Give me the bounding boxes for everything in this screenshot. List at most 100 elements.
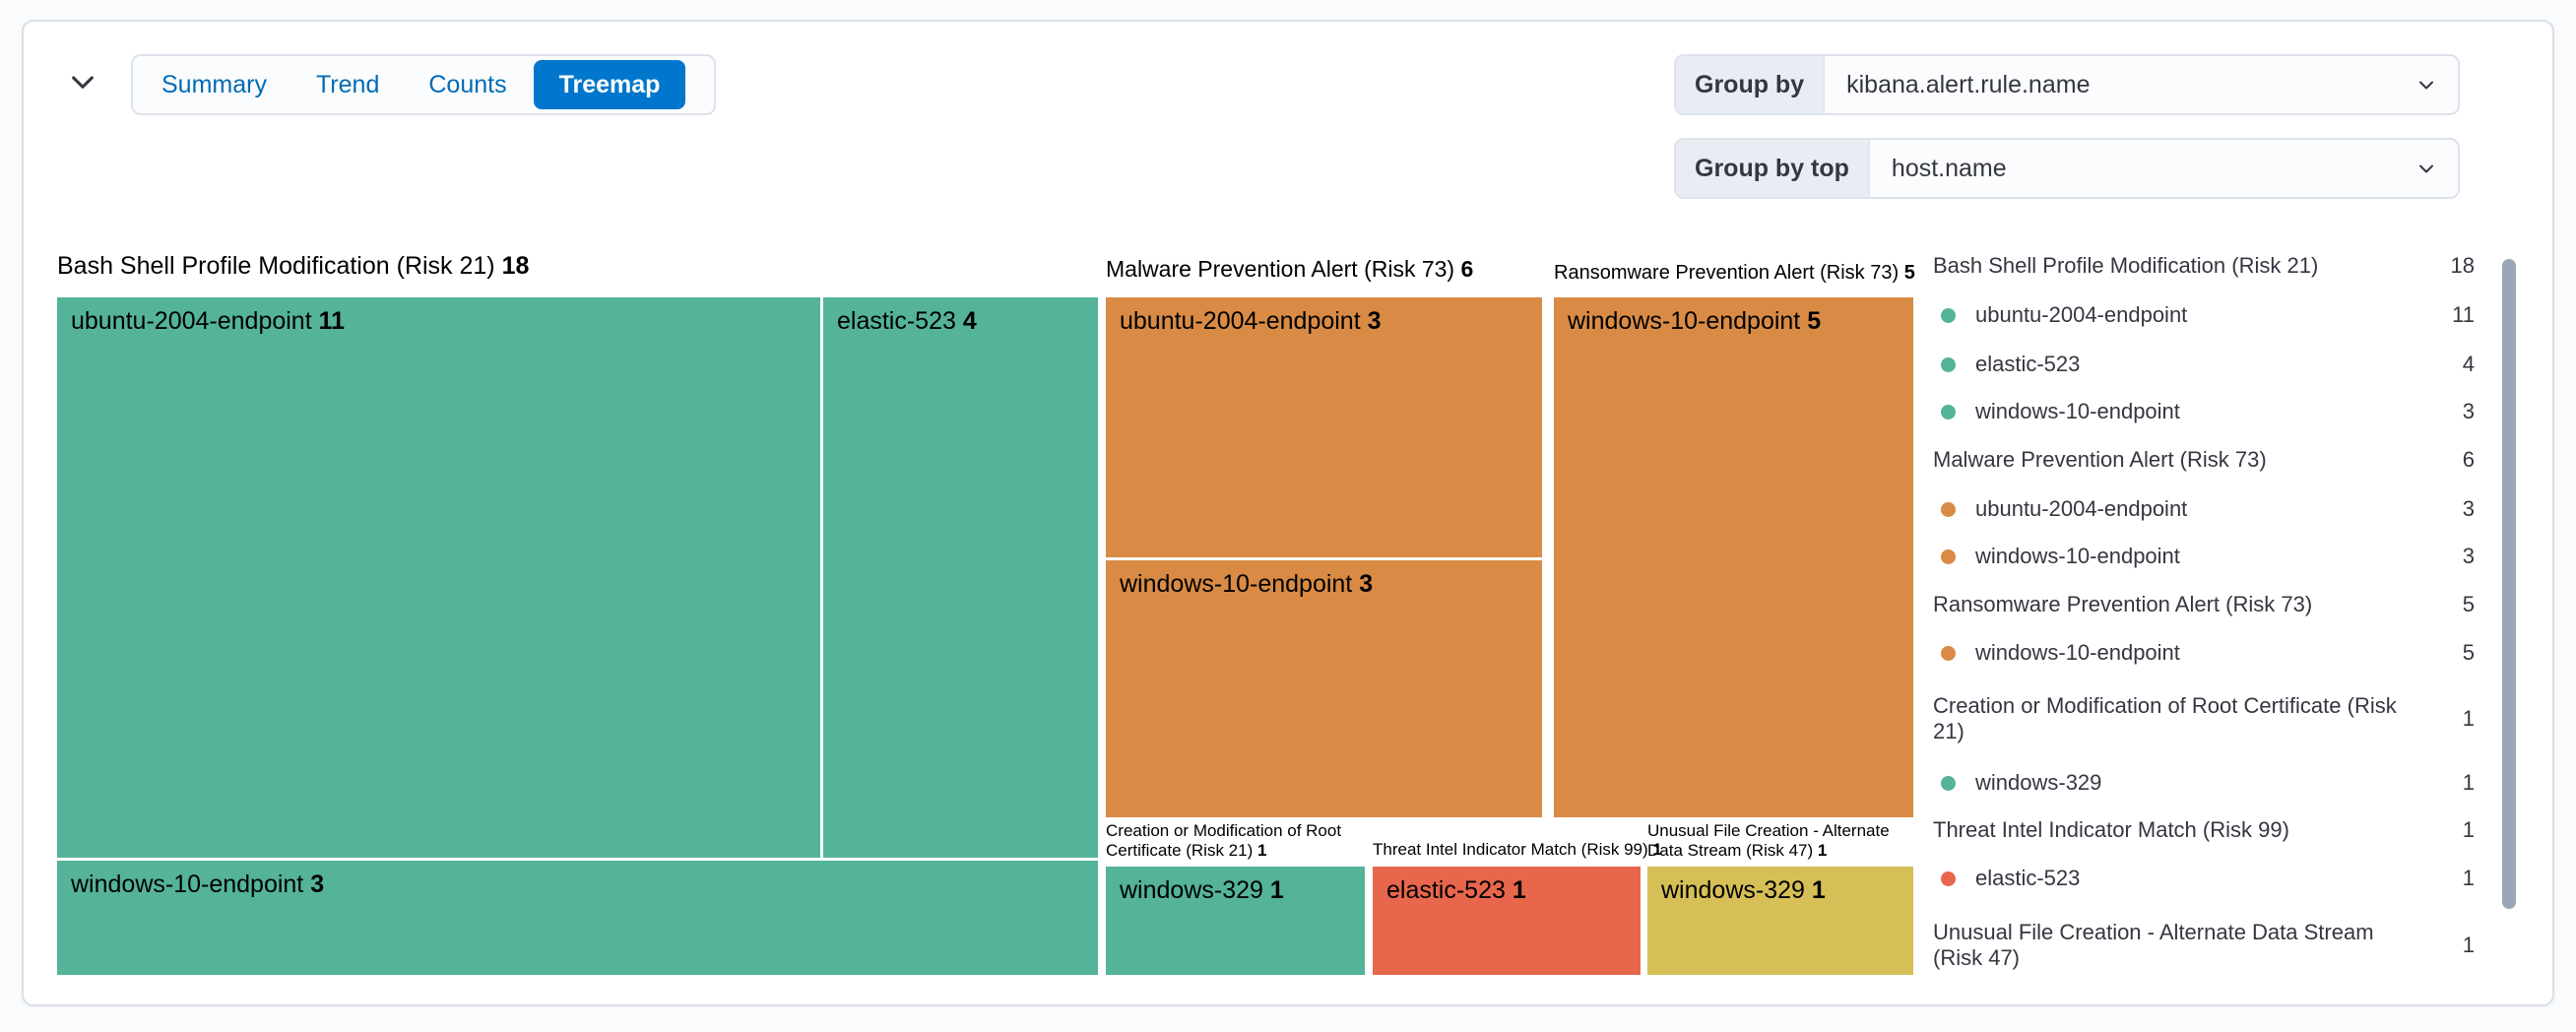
chevron-down-icon: [2415, 56, 2458, 113]
legend-item-count: 11: [2452, 302, 2475, 327]
legend-item-count: 4: [2462, 352, 2475, 376]
tile-count: 3: [1359, 570, 1374, 598]
tab-trend[interactable]: Trend: [315, 70, 380, 98]
legend-item-row[interactable]: windows-10-endpoint 3: [1933, 394, 2477, 429]
treemap-tile[interactable]: windows-10-endpoint 3: [57, 861, 1098, 975]
tile-count: 4: [962, 307, 977, 335]
legend-dot-icon: [1941, 548, 1956, 564]
legend-group-label: Threat Intel Indicator Match (Risk 99): [1933, 817, 2289, 842]
chevron-down-icon: [2415, 140, 2458, 197]
legend-item-row[interactable]: elastic-523 1: [1933, 861, 2477, 896]
legend-group-row: Creation or Modification of Root Certifi…: [1933, 687, 2477, 750]
legend-group-row: Threat Intel Indicator Match (Risk 99) 1: [1933, 812, 2477, 848]
group-label: Bash Shell Profile Modification (Risk 21…: [57, 252, 495, 280]
view-tab-group: Summary Trend Counts Treemap: [131, 54, 716, 115]
tile-label: elastic-523: [1386, 876, 1506, 904]
legend-item-label: elastic-523: [1975, 866, 2081, 890]
treemap-legend: Bash Shell Profile Modification (Risk 21…: [1933, 236, 2477, 1004]
tab-treemap[interactable]: Treemap: [533, 60, 686, 109]
legend-item-row[interactable]: elastic-523 4: [1933, 347, 2477, 382]
treemap-tile[interactable]: windows-10-endpoint 5: [1554, 297, 1913, 817]
tile-count: 3: [1367, 307, 1382, 335]
group-by-label: Group by: [1676, 56, 1826, 113]
treemap-tile[interactable]: elastic-523 4: [823, 297, 1098, 858]
legend-group-count: 1: [2462, 933, 2475, 957]
legend-group-row: Malware Prevention Alert (Risk 73) 6: [1933, 442, 2477, 478]
group-label: Creation or Modification of Root Certifi…: [1106, 821, 1342, 860]
group-count: 1: [1817, 841, 1828, 860]
legend-item-count: 3: [2462, 399, 2475, 423]
legend-item-count: 3: [2462, 496, 2475, 521]
treemap-tile[interactable]: windows-329 1: [1106, 867, 1365, 975]
group-by-select[interactable]: Group by kibana.alert.rule.name: [1674, 54, 2460, 115]
tile-label: ubuntu-2004-endpoint: [1120, 307, 1361, 335]
tile-count: 11: [318, 307, 346, 335]
treemap-tile[interactable]: windows-329 1: [1647, 867, 1913, 975]
legend-item-label: ubuntu-2004-endpoint: [1975, 302, 2188, 327]
tile-label: windows-10-endpoint: [1120, 570, 1353, 598]
treemap-group-header: Creation or Modification of Root Certifi…: [1106, 821, 1370, 861]
legend-item-label: windows-10-endpoint: [1975, 640, 2180, 665]
legend-group-row: Ransomware Prevention Alert (Risk 73) 5: [1933, 587, 2477, 622]
treemap-group-header: Threat Intel Indicator Match (Risk 99) 1: [1373, 840, 1662, 860]
legend-group-count: 1: [2462, 706, 2475, 731]
chevron-down-icon: [67, 66, 98, 102]
treemap-tile[interactable]: ubuntu-2004-endpoint 3: [1106, 297, 1542, 557]
treemap-group-header: Unusual File Creation - Alternate Data S…: [1647, 821, 1911, 861]
legend-item-row[interactable]: ubuntu-2004-endpoint 3: [1933, 491, 2477, 527]
group-count: 5: [1903, 262, 1915, 284]
treemap-tile[interactable]: ubuntu-2004-endpoint 11: [57, 297, 820, 858]
tile-label: windows-329: [1120, 876, 1263, 904]
legend-dot-icon: [1941, 871, 1956, 886]
tab-counts[interactable]: Counts: [428, 70, 507, 98]
legend-group-count: 6: [2462, 447, 2475, 472]
group-by-value: kibana.alert.rule.name: [1846, 70, 2091, 98]
legend-group-count: 1: [2462, 817, 2475, 842]
legend-item-label: elastic-523: [1975, 352, 2081, 376]
legend-group-count: 5: [2462, 592, 2475, 616]
legend-group-row: Bash Shell Profile Modification (Risk 21…: [1933, 248, 2477, 284]
legend-item-row[interactable]: windows-329 1: [1933, 765, 2477, 801]
legend-dot-icon: [1941, 356, 1956, 372]
treemap-group-header: Malware Prevention Alert (Risk 73) 6: [1106, 254, 1473, 284]
tile-count: 3: [310, 871, 325, 898]
legend-item-count: 1: [2462, 866, 2475, 890]
legend-group-row: Unusual File Creation - Alternate Data S…: [1933, 914, 2477, 977]
tab-summary[interactable]: Summary: [161, 70, 267, 98]
legend-item-row[interactable]: windows-10-endpoint 5: [1933, 635, 2477, 671]
group-label: Threat Intel Indicator Match (Risk 99): [1373, 840, 1648, 859]
treemap-tile[interactable]: windows-10-endpoint 3: [1106, 560, 1542, 817]
group-count: 6: [1460, 256, 1474, 282]
legend-item-count: 5: [2462, 640, 2475, 665]
legend-dot-icon: [1941, 645, 1956, 661]
legend-item-label: windows-329: [1975, 770, 2102, 795]
tile-count: 1: [1512, 876, 1526, 904]
group-count: 18: [501, 252, 530, 280]
legend-group-count: 18: [2450, 253, 2475, 278]
treemap-group-header: Bash Shell Profile Modification (Risk 21…: [57, 250, 529, 282]
collapse-panel-button[interactable]: [61, 62, 104, 105]
legend-dot-icon: [1941, 404, 1956, 419]
group-label: Ransomware Prevention Alert (Risk 73): [1554, 262, 1900, 284]
tile-label: elastic-523: [837, 307, 956, 335]
tile-label: windows-10-endpoint: [1568, 307, 1801, 335]
legend-group-label: Malware Prevention Alert (Risk 73): [1933, 447, 2267, 472]
legend-dot-icon: [1941, 501, 1956, 517]
treemap-tile[interactable]: elastic-523 1: [1373, 867, 1641, 975]
legend-group-label: Bash Shell Profile Modification (Risk 21…: [1933, 253, 2319, 278]
group-label: Unusual File Creation - Alternate Data S…: [1647, 821, 1890, 860]
tile-label: windows-10-endpoint: [71, 871, 304, 898]
legend-dot-icon: [1941, 307, 1956, 323]
tile-count: 1: [1269, 876, 1284, 904]
tile-count: 5: [1807, 307, 1822, 335]
group-by-top-select[interactable]: Group by top host.name: [1674, 138, 2460, 199]
legend-scrollbar-thumb[interactable]: [2502, 259, 2516, 909]
legend-item-label: ubuntu-2004-endpoint: [1975, 496, 2188, 521]
legend-group-label: Unusual File Creation - Alternate Data S…: [1933, 920, 2374, 970]
legend-item-row[interactable]: ubuntu-2004-endpoint 11: [1933, 297, 2477, 333]
legend-group-label: Creation or Modification of Root Certifi…: [1933, 693, 2397, 743]
legend-item-row[interactable]: windows-10-endpoint 3: [1933, 539, 2477, 574]
group-by-top-value: host.name: [1891, 154, 2007, 182]
legend-item-count: 1: [2462, 770, 2475, 795]
legend-item-count: 3: [2462, 544, 2475, 568]
